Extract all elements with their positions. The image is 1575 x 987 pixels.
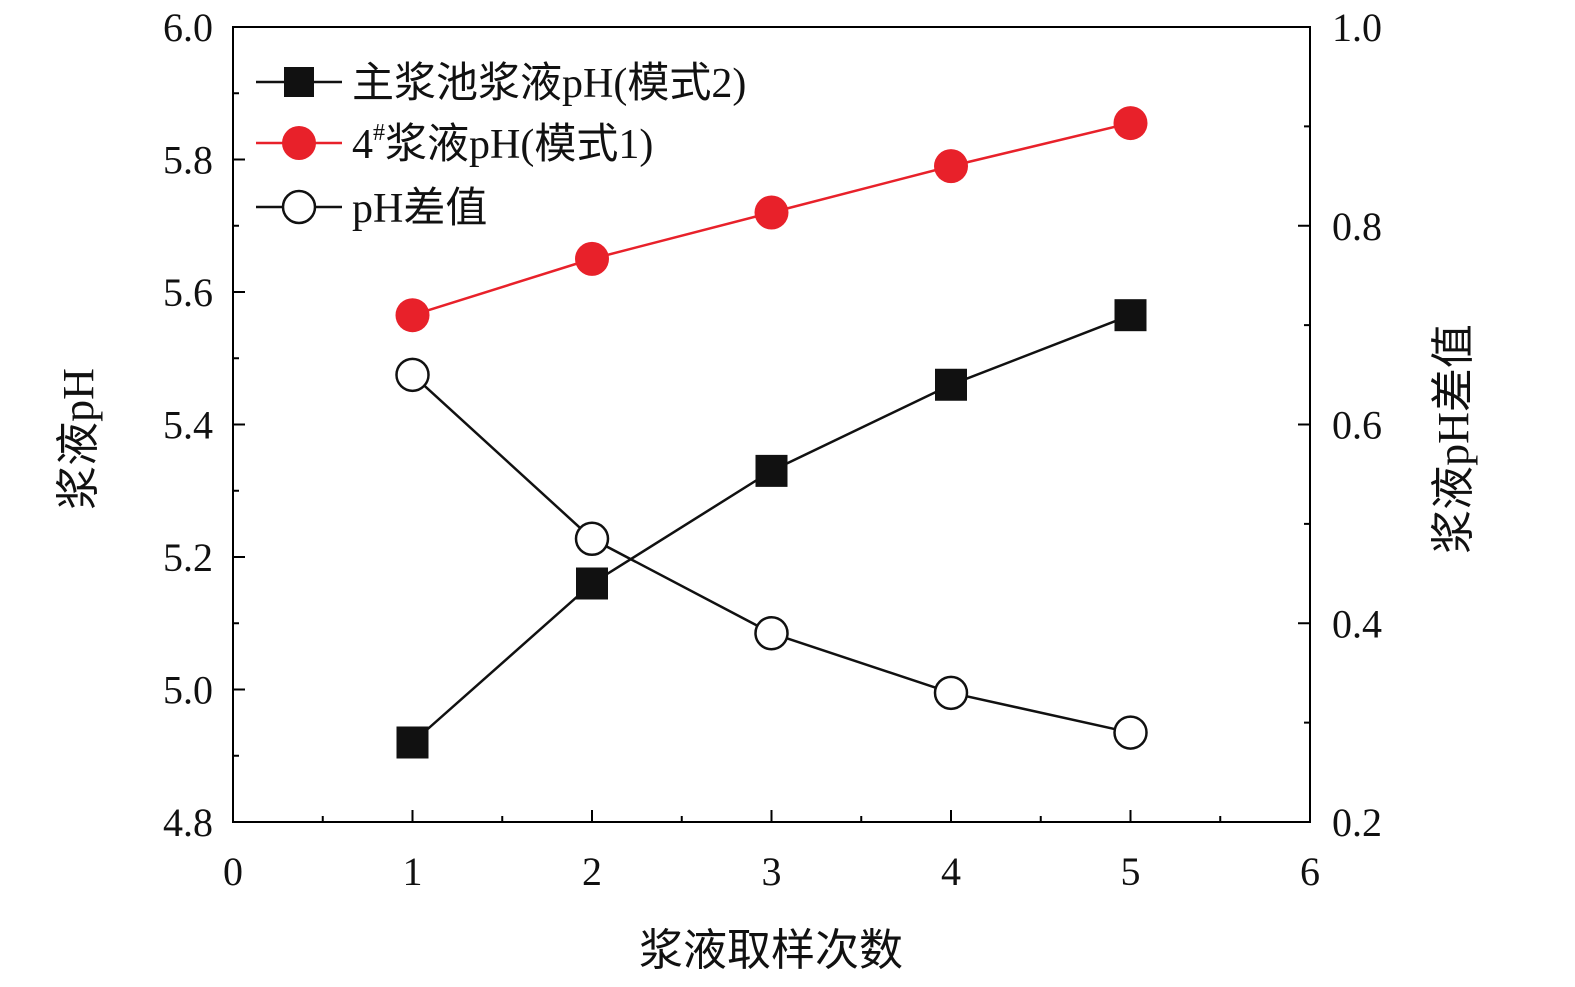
legend-label-slurry-4: 4#浆液pH(模式1) — [352, 120, 653, 168]
x-axis-title: 浆液取样次数 — [639, 926, 903, 975]
legend-item-main-tank: 主浆池浆液pH(模式2) — [256, 61, 746, 107]
y2-axis-title: 浆液pH差值 — [1429, 324, 1478, 554]
series-line-main-tank — [411, 314, 1131, 744]
tick-marks — [232, 26, 1311, 823]
legend-label-slurry-4-main: 4 — [352, 122, 373, 168]
y2-tick-label: 0.6 — [1332, 403, 1382, 448]
data-point-slurry-4 — [395, 298, 430, 333]
data-point-main-tank — [576, 567, 608, 600]
x-tick-label: 6 — [1300, 849, 1320, 894]
series-layer — [395, 106, 1148, 759]
legend-open-circle-marker — [281, 189, 317, 225]
series-slurry-4 — [395, 106, 1148, 333]
legend-label-slurry-4-rest: 浆液pH(模式1) — [385, 122, 653, 168]
data-point-slurry-4 — [754, 195, 789, 230]
data-point-main-tank — [1114, 299, 1147, 332]
y-tick-label: 5.4 — [163, 403, 213, 448]
y2-tick-label: 0.2 — [1332, 800, 1382, 845]
y-tick-label: 5.8 — [163, 138, 213, 183]
data-point-ph-difference — [754, 615, 789, 651]
y2-tick-label: 1.0 — [1332, 5, 1382, 50]
tick-labels: 0 1 2 3 4 5 6 4.8 5.0 5.2 5.4 5.6 5.8 6.0 0.2 0.4 0.6 0.8… — [163, 5, 1382, 894]
data-point-main-tank — [755, 454, 788, 487]
x-tick-label: 5 — [1121, 849, 1141, 894]
legend-item-slurry-4: 4#浆液pH(模式1) — [256, 120, 653, 168]
y-tick-label: 4.8 — [163, 800, 213, 845]
x-tick-label: 1 — [403, 849, 423, 894]
data-point-slurry-4 — [575, 241, 609, 276]
series-main-tank — [396, 299, 1147, 759]
legend-label-main-tank: 主浆池浆液pH(模式2) — [352, 61, 746, 107]
x-tick-label: 2 — [582, 849, 602, 894]
data-point-ph-difference — [933, 675, 969, 711]
legend: 主浆池浆液pH(模式2) 4#浆液pH(模式1) pH差值 — [256, 61, 746, 232]
x-tick-label: 0 — [223, 849, 243, 894]
data-point-slurry-4 — [934, 149, 968, 184]
data-point-main-tank — [396, 726, 429, 759]
y-axis-title: 浆液pH — [54, 368, 103, 510]
y-tick-label: 6.0 — [163, 5, 213, 50]
y-tick-label: 5.2 — [163, 535, 213, 580]
data-point-ph-difference — [395, 357, 430, 393]
data-point-slurry-4 — [1113, 106, 1148, 141]
legend-label-slurry-4-sup: # — [373, 120, 385, 146]
legend-item-ph-difference: pH差值 — [256, 186, 487, 232]
series-line-ph-difference — [411, 373, 1131, 734]
y2-tick-label: 0.8 — [1332, 204, 1382, 249]
x-tick-label: 4 — [941, 849, 961, 894]
x-tick-label: 3 — [762, 849, 782, 894]
y2-tick-label: 0.4 — [1332, 601, 1382, 646]
y-tick-label: 5.6 — [163, 270, 213, 315]
data-point-ph-difference — [1113, 715, 1148, 750]
legend-square-marker — [284, 67, 314, 97]
series-ph-difference — [395, 357, 1148, 750]
data-point-ph-difference — [574, 521, 610, 557]
data-point-main-tank — [935, 368, 967, 401]
legend-filled-circle-marker — [282, 126, 316, 160]
legend-label-ph-difference: pH差值 — [352, 186, 487, 232]
y-tick-label: 5.0 — [163, 668, 213, 713]
